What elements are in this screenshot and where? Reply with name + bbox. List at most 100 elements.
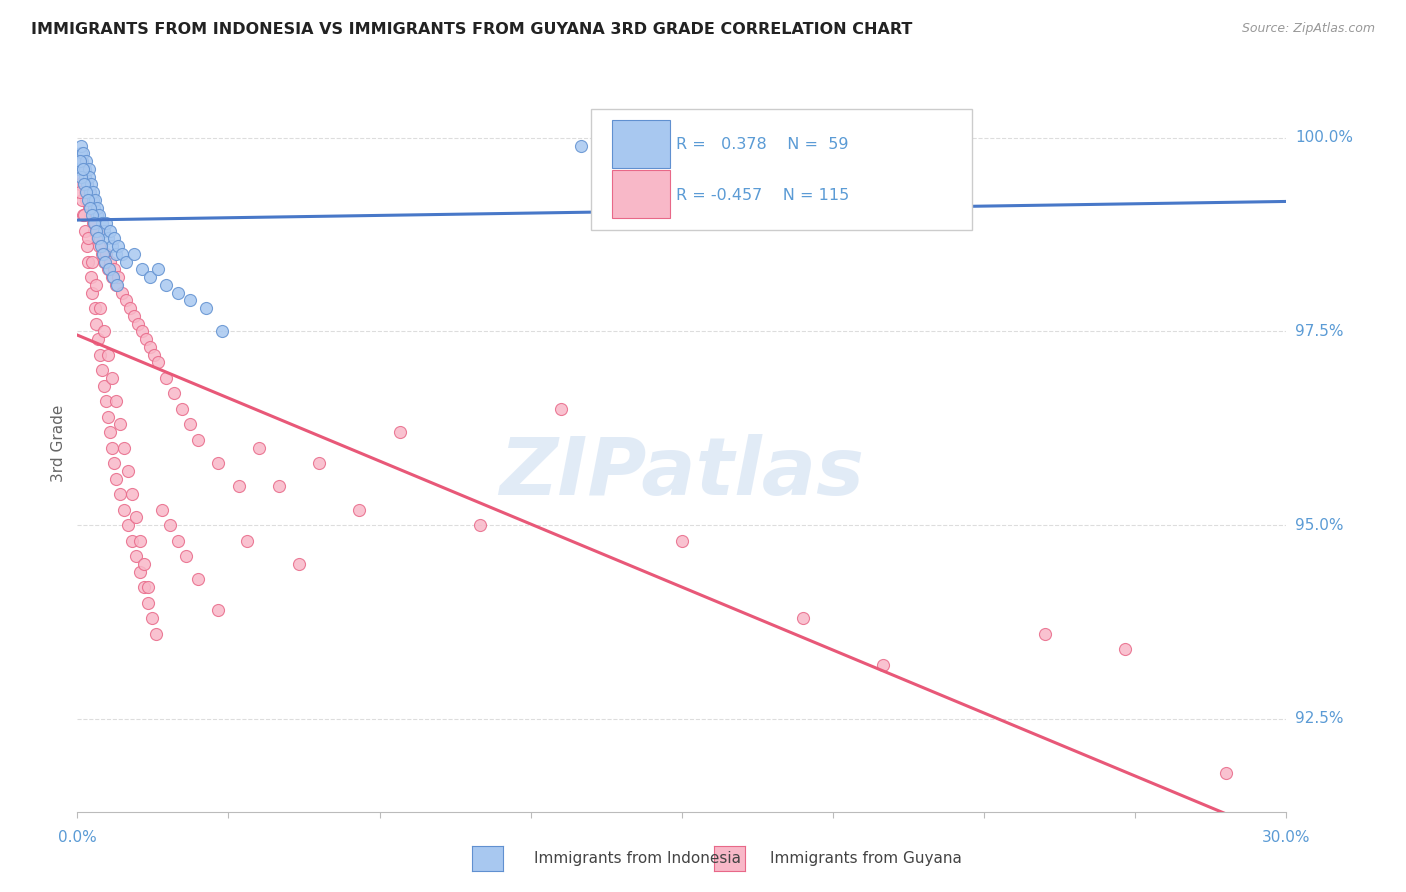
Point <box>79 201 101 215</box>
Point <box>101 270 124 285</box>
Point <box>132 580 155 594</box>
Point <box>131 262 153 277</box>
Point <box>69 178 91 192</box>
Point <box>100 270 122 285</box>
Point <box>155 277 177 292</box>
Point <box>86 208 108 222</box>
Text: R =   0.378    N =  59: R = 0.378 N = 59 <box>676 136 848 152</box>
Point <box>118 301 141 316</box>
Point <box>80 178 103 192</box>
Point <box>107 239 129 253</box>
Point <box>141 611 163 625</box>
Point <box>150 502 173 516</box>
Point <box>70 138 93 153</box>
Point <box>84 277 107 292</box>
Point <box>671 533 693 548</box>
Point <box>100 239 122 253</box>
Point <box>103 262 125 277</box>
Point <box>135 332 157 346</box>
Point <box>105 277 128 292</box>
Point <box>1114 642 1136 657</box>
Point <box>89 239 111 253</box>
Point <box>104 247 127 261</box>
Point <box>79 169 101 184</box>
Point <box>470 518 492 533</box>
Point <box>117 464 139 478</box>
Point <box>84 224 107 238</box>
Point <box>107 270 129 285</box>
Point <box>93 325 115 339</box>
Point <box>105 472 128 486</box>
Point <box>100 425 122 439</box>
Point <box>84 216 107 230</box>
Text: 95.0%: 95.0% <box>1295 517 1343 533</box>
Point <box>207 603 229 617</box>
Text: 97.5%: 97.5% <box>1295 324 1343 339</box>
Point <box>288 557 311 571</box>
Point <box>550 401 572 416</box>
Point <box>235 533 257 548</box>
Point <box>75 185 97 199</box>
Text: 30.0%: 30.0% <box>1263 830 1310 846</box>
Point <box>89 348 111 362</box>
Point <box>174 549 197 563</box>
Point <box>90 247 112 261</box>
Point <box>77 254 100 268</box>
Text: IMMIGRANTS FROM INDONESIA VS IMMIGRANTS FROM GUYANA 3RD GRADE CORRELATION CHART: IMMIGRANTS FROM INDONESIA VS IMMIGRANTS … <box>31 22 912 37</box>
FancyBboxPatch shape <box>612 120 669 168</box>
Text: Immigrants from Guyana: Immigrants from Guyana <box>770 851 962 865</box>
Point <box>94 247 117 261</box>
Point <box>145 626 167 640</box>
Point <box>167 285 190 300</box>
Point <box>97 409 120 424</box>
Point <box>82 208 104 222</box>
Point <box>163 386 186 401</box>
Point <box>167 533 190 548</box>
Point <box>69 161 91 176</box>
Point <box>117 518 139 533</box>
Point <box>67 169 90 184</box>
Point <box>134 557 156 571</box>
Point <box>93 254 115 268</box>
Point <box>179 293 201 308</box>
Point <box>114 293 136 308</box>
Point <box>75 169 97 184</box>
Point <box>129 533 152 548</box>
Point <box>388 425 411 439</box>
Point <box>172 401 194 416</box>
Point <box>94 216 117 230</box>
Point <box>75 193 97 207</box>
Point <box>86 224 108 238</box>
Point <box>79 208 101 222</box>
Point <box>103 231 125 245</box>
Point <box>84 317 107 331</box>
Point <box>98 254 121 268</box>
Point <box>96 394 118 409</box>
Point <box>86 201 108 215</box>
Point <box>70 154 93 169</box>
Point <box>76 193 98 207</box>
Point <box>136 596 159 610</box>
Point <box>69 154 91 169</box>
Point <box>79 185 101 199</box>
Point <box>90 216 112 230</box>
Point <box>1215 766 1237 780</box>
Point <box>89 208 111 222</box>
Point <box>70 193 93 207</box>
Point <box>86 231 108 245</box>
Point <box>82 285 104 300</box>
Point <box>122 309 145 323</box>
Point <box>80 254 103 268</box>
Point <box>228 479 250 493</box>
Text: ZIPatlas: ZIPatlas <box>499 434 865 512</box>
Point <box>76 231 98 245</box>
Point <box>155 371 177 385</box>
Point <box>83 216 105 230</box>
Point <box>82 216 104 230</box>
Point <box>112 502 135 516</box>
Point <box>82 193 104 207</box>
Text: R = -0.457    N = 115: R = -0.457 N = 115 <box>676 187 849 202</box>
Point <box>91 247 114 261</box>
Point <box>114 254 136 268</box>
Point <box>623 130 645 145</box>
